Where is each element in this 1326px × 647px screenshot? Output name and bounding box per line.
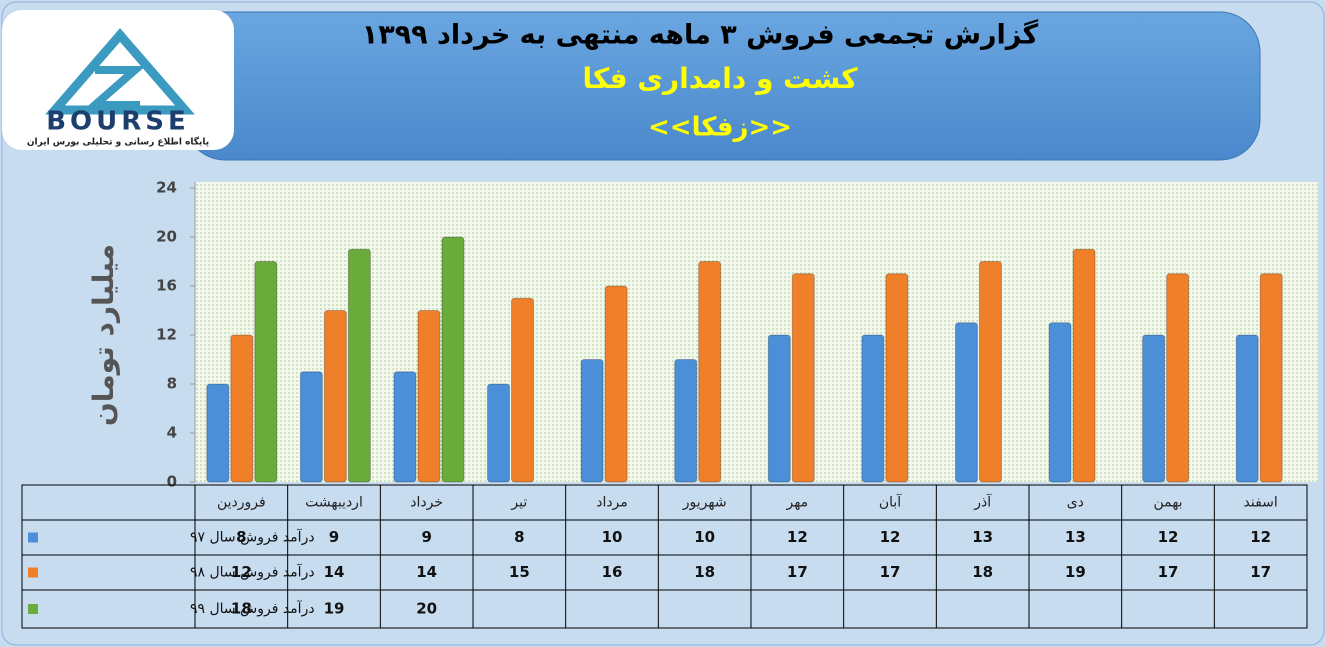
table-value: 12 (1158, 528, 1179, 546)
table-value: 12 (880, 528, 901, 546)
y-tick-label: 16 (156, 277, 177, 295)
bar (230, 334, 254, 483)
bar (323, 310, 347, 483)
legend-swatch (28, 604, 38, 614)
table-value: 8 (514, 528, 524, 546)
logo-text: BOURSE (46, 107, 190, 137)
legend-label: درآمد فروش سال ۹۸ (190, 564, 315, 581)
table-value: 9 (421, 528, 431, 546)
bar (954, 322, 978, 483)
x-tick-label: شهریور (682, 495, 727, 511)
bar (885, 273, 909, 483)
bar (580, 359, 604, 483)
bar (767, 334, 791, 483)
bar (698, 261, 722, 483)
table-value: 18 (694, 563, 715, 581)
table-value: 18 (972, 563, 993, 581)
bar (1048, 322, 1072, 483)
y-tick-label: 0 (167, 473, 177, 491)
x-tick-label: دی (1067, 495, 1084, 511)
x-tick-label: تیر (510, 495, 527, 511)
table-value: 8 (236, 528, 246, 546)
bar (861, 334, 885, 483)
bar (441, 236, 465, 483)
table-value: 16 (602, 563, 623, 581)
table-value: 9 (329, 528, 339, 546)
y-tick-label: 24 (156, 179, 177, 197)
table-value: 14 (324, 563, 345, 581)
table-value: 15 (509, 563, 530, 581)
x-tick-label: خرداد (410, 495, 443, 511)
x-tick-label: اسفند (1244, 495, 1278, 511)
x-tick-label: بهمن (1153, 495, 1182, 511)
bar (1235, 334, 1259, 483)
x-tick-label: فروردین (217, 495, 266, 511)
table-value: 19 (324, 600, 345, 618)
bar (254, 261, 278, 483)
bar (1259, 273, 1283, 483)
table-value: 13 (972, 528, 993, 546)
x-tick-label: آذر (973, 494, 992, 511)
bar (511, 297, 535, 483)
bar (791, 273, 815, 483)
chart-subtitle: کشت و دامداری فکا (582, 62, 858, 95)
table-value: 10 (694, 528, 715, 546)
y-axis-label: میلیارد تومان (87, 244, 120, 426)
x-tick-label: آبان (879, 494, 902, 511)
table-value: 12 (787, 528, 808, 546)
y-tick-label: 20 (156, 228, 177, 246)
y-tick-label: 4 (167, 424, 177, 442)
legend-label: درآمد فروش سال ۹۷ (190, 529, 315, 546)
x-tick-label: اردیبهشت (305, 495, 363, 511)
legend-swatch (28, 567, 38, 578)
plot-area (195, 182, 1318, 482)
table-value: 12 (1250, 528, 1271, 546)
table-value: 17 (880, 563, 901, 581)
bar (1142, 334, 1166, 483)
bar (674, 359, 698, 483)
table-value: 18 (231, 600, 252, 618)
bar (206, 383, 230, 483)
logo-tagline: پایگاه اطلاع رسانی و تحلیلی بورس ایران (27, 136, 209, 148)
bar (604, 285, 628, 483)
bar (487, 383, 511, 483)
table-value: 10 (602, 528, 623, 546)
bar (347, 248, 371, 483)
bar (299, 371, 323, 483)
x-tick-label: مهر (785, 495, 808, 511)
table-value: 13 (1065, 528, 1086, 546)
legend-label: درآمد فروش سال ۹۹ (190, 600, 315, 617)
bar (978, 261, 1002, 483)
table-value: 12 (231, 563, 252, 581)
table-value: 14 (416, 563, 437, 581)
y-tick-label: 12 (156, 326, 177, 344)
y-tick-label: 8 (167, 375, 177, 393)
table-value: 17 (1250, 563, 1271, 581)
table-value: 20 (416, 600, 437, 618)
logo-icon (45, 28, 195, 115)
table-value: 17 (787, 563, 808, 581)
legend-swatch (28, 532, 38, 543)
bar (1072, 248, 1096, 483)
bar (1166, 273, 1190, 483)
table-value: 19 (1065, 563, 1086, 581)
x-tick-label: مرداد (596, 495, 628, 511)
symbol: <<زفکا>> (648, 113, 792, 143)
data-table (21, 484, 1308, 629)
bar (417, 310, 441, 483)
bar (393, 371, 417, 483)
chart-title: گزارش تجمعی فروش ۳ ماهه منتهی به خرداد ۱… (362, 19, 1039, 51)
table-value: 17 (1158, 563, 1179, 581)
